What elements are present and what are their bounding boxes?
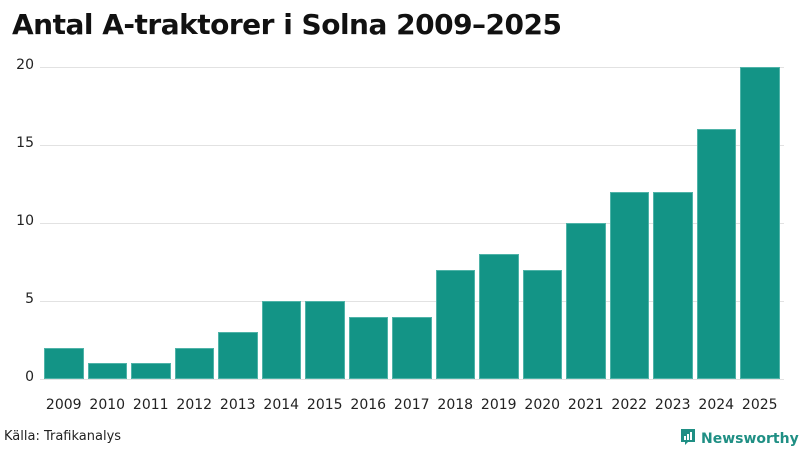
x-tick-label: 2013 bbox=[219, 397, 256, 413]
x-tick-label: 2021 bbox=[567, 397, 604, 413]
source-note: Källa: Trafikanalys bbox=[4, 429, 122, 444]
x-tick-label: 2012 bbox=[176, 397, 213, 413]
bar-2010 bbox=[87, 363, 127, 379]
gridline bbox=[40, 301, 784, 302]
bar-2011 bbox=[131, 363, 171, 379]
bar-2017 bbox=[392, 316, 432, 379]
bar-2014 bbox=[261, 301, 301, 379]
gridline bbox=[40, 145, 784, 146]
newsworthy-logo: Newsworthy bbox=[680, 428, 799, 450]
bar-2023 bbox=[653, 191, 693, 379]
gridline bbox=[40, 379, 784, 380]
y-tick-label: 20 bbox=[16, 57, 34, 73]
chart-title: Antal A-traktorer i Solna 2009–2025 bbox=[12, 8, 562, 41]
x-tick-label: 2019 bbox=[480, 397, 517, 413]
x-tick-label: 2016 bbox=[350, 397, 387, 413]
x-tick-label: 2011 bbox=[132, 397, 169, 413]
bar-2012 bbox=[174, 347, 214, 379]
bar-2024 bbox=[696, 129, 736, 379]
x-tick-label: 2014 bbox=[263, 397, 300, 413]
x-tick-label: 2024 bbox=[698, 397, 735, 413]
x-tick-label: 2022 bbox=[611, 397, 648, 413]
bar-2009 bbox=[44, 347, 84, 379]
newsworthy-chart-icon bbox=[680, 428, 696, 450]
bar-2022 bbox=[609, 191, 649, 379]
x-tick-label: 2018 bbox=[437, 397, 474, 413]
bar-2020 bbox=[522, 269, 562, 379]
x-tick-label: 2015 bbox=[306, 397, 343, 413]
x-tick-label: 2020 bbox=[524, 397, 561, 413]
bar-2018 bbox=[435, 269, 475, 379]
gridline bbox=[40, 67, 784, 68]
bar-2025 bbox=[740, 67, 780, 379]
gridline bbox=[40, 223, 784, 224]
bar-2021 bbox=[566, 223, 606, 379]
y-tick-label: 0 bbox=[25, 369, 34, 385]
x-tick-label: 2009 bbox=[45, 397, 82, 413]
bar-2013 bbox=[218, 332, 258, 379]
y-tick-label: 15 bbox=[16, 135, 34, 151]
bar-2016 bbox=[348, 316, 388, 379]
bar-2015 bbox=[305, 301, 345, 379]
x-tick-label: 2023 bbox=[654, 397, 691, 413]
x-tick-label: 2010 bbox=[89, 397, 126, 413]
brand-name: Newsworthy bbox=[701, 431, 799, 447]
x-tick-label: 2017 bbox=[393, 397, 430, 413]
bar-2019 bbox=[479, 254, 519, 379]
x-tick-label: 2025 bbox=[741, 397, 778, 413]
y-tick-label: 10 bbox=[16, 213, 34, 229]
y-tick-label: 5 bbox=[25, 291, 34, 307]
